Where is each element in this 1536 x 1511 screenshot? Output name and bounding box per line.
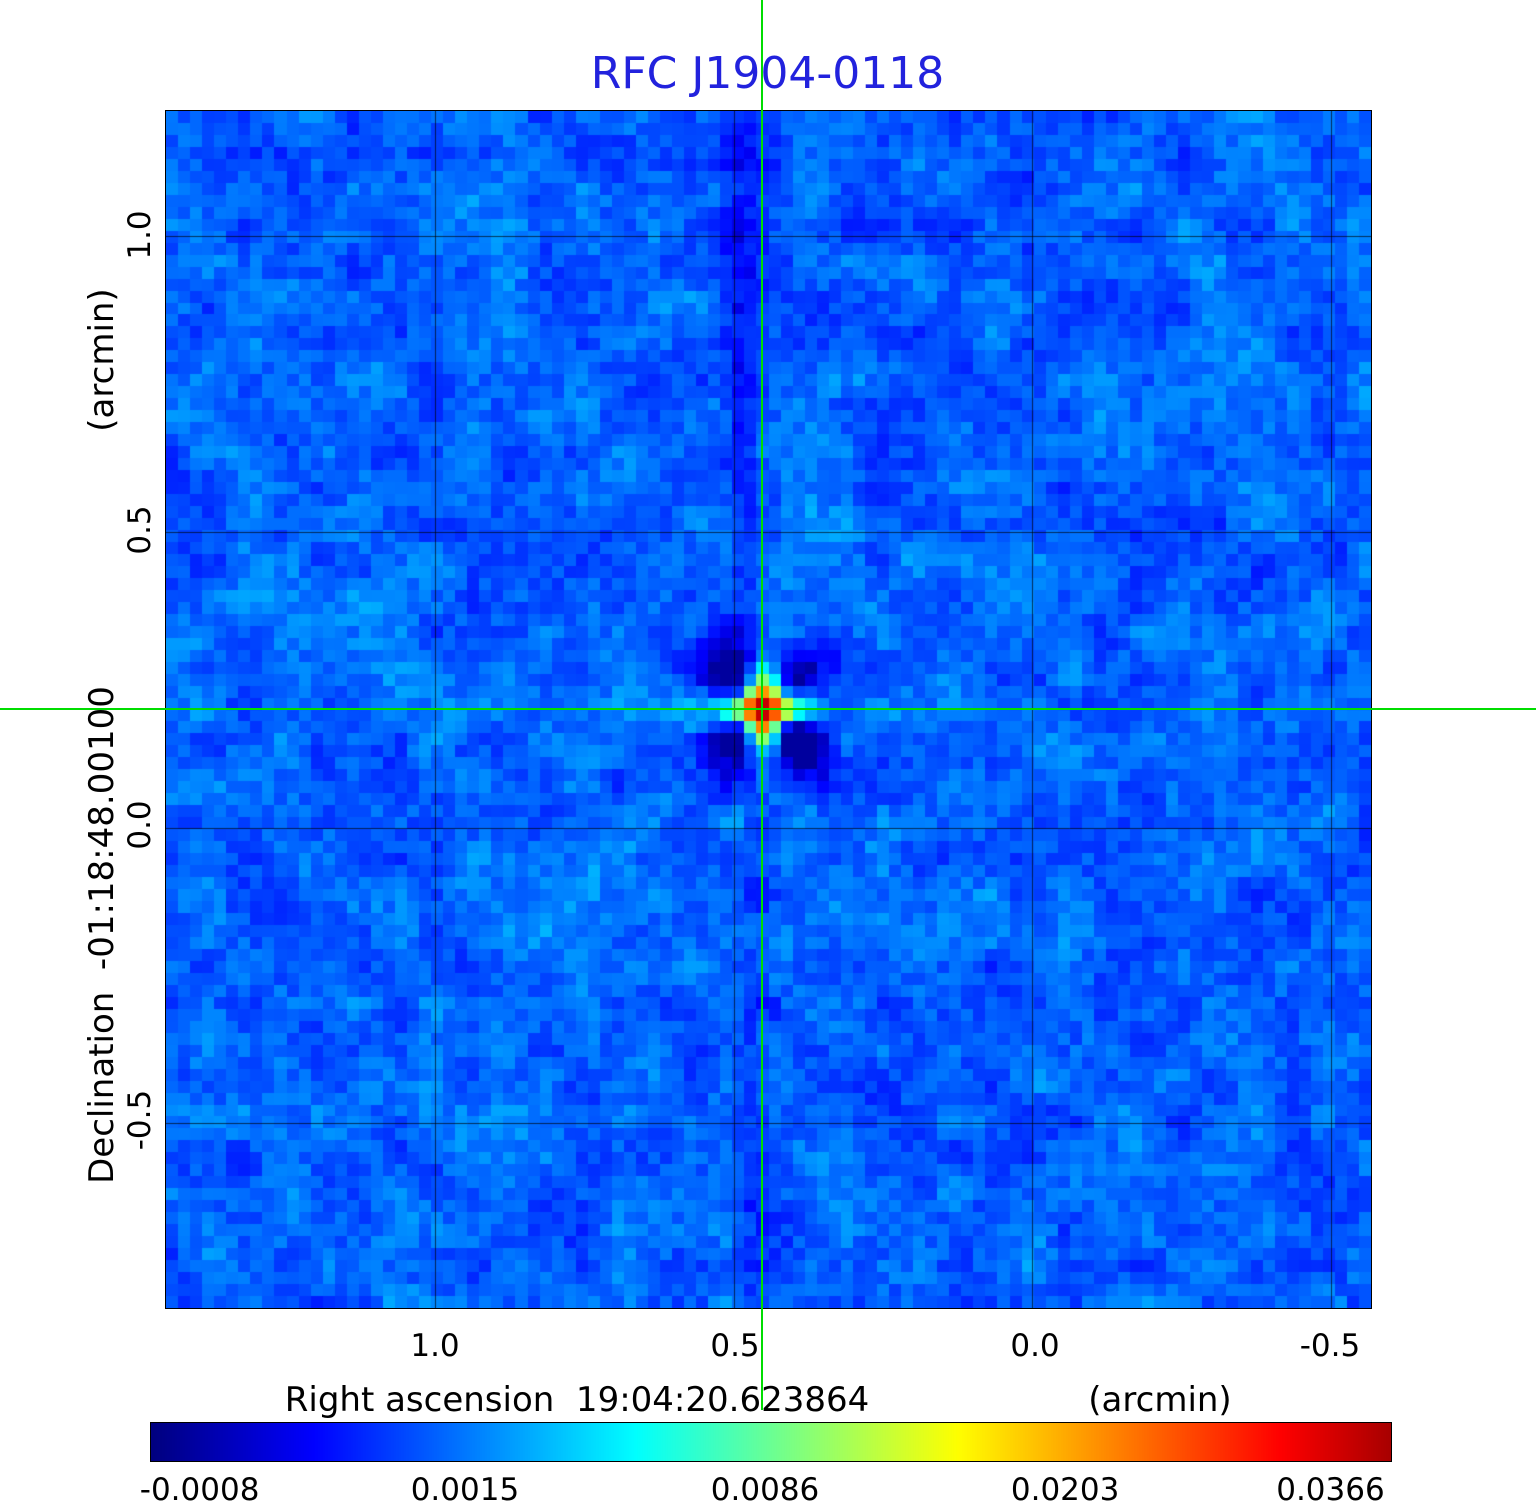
colorbar-tick-2: 0.0015 <box>410 1472 520 1508</box>
crosshair-horizontal-line <box>0 707 1536 710</box>
colorbar-tick-5: 0.0366 <box>1276 1472 1385 1508</box>
crosshair-vertical-line <box>761 0 764 1410</box>
y-tick-1: 1.0 <box>122 210 158 260</box>
y-axis-label: Declination -01:18:48.00100 <box>82 686 122 1184</box>
sky-map <box>165 110 1372 1309</box>
x-axis-label: Right ascension 19:04:20.623864 <box>284 1380 870 1420</box>
figure-title: RFC J1904-0118 <box>590 48 945 99</box>
colorbar-tick-4: 0.0203 <box>1010 1472 1120 1508</box>
y-tick-3: 0.0 <box>122 800 158 850</box>
x-tick-4: -0.5 <box>1299 1328 1361 1364</box>
colorbar-tick-1: -0.0008 <box>139 1472 260 1508</box>
colorbar-gradient <box>151 1423 1391 1461</box>
x-tick-1: 1.0 <box>410 1328 460 1364</box>
colorbar-labels: -0.0008 0.0015 0.0086 0.0203 0.0366 <box>140 1472 1390 1511</box>
y-tick-2: 0.5 <box>122 505 158 555</box>
x-tick-3: 0.0 <box>1010 1328 1060 1364</box>
colorbar-tick-3: 0.0086 <box>710 1472 820 1508</box>
y-tick-4: -0.5 <box>122 1089 158 1151</box>
colorbar <box>150 1422 1392 1462</box>
sky-map-canvas <box>166 111 1371 1308</box>
x-tick-2: 0.5 <box>710 1328 760 1364</box>
y-axis-unit-label: (arcmin) <box>82 288 122 432</box>
x-axis-unit-label: (arcmin) <box>1088 1380 1232 1420</box>
